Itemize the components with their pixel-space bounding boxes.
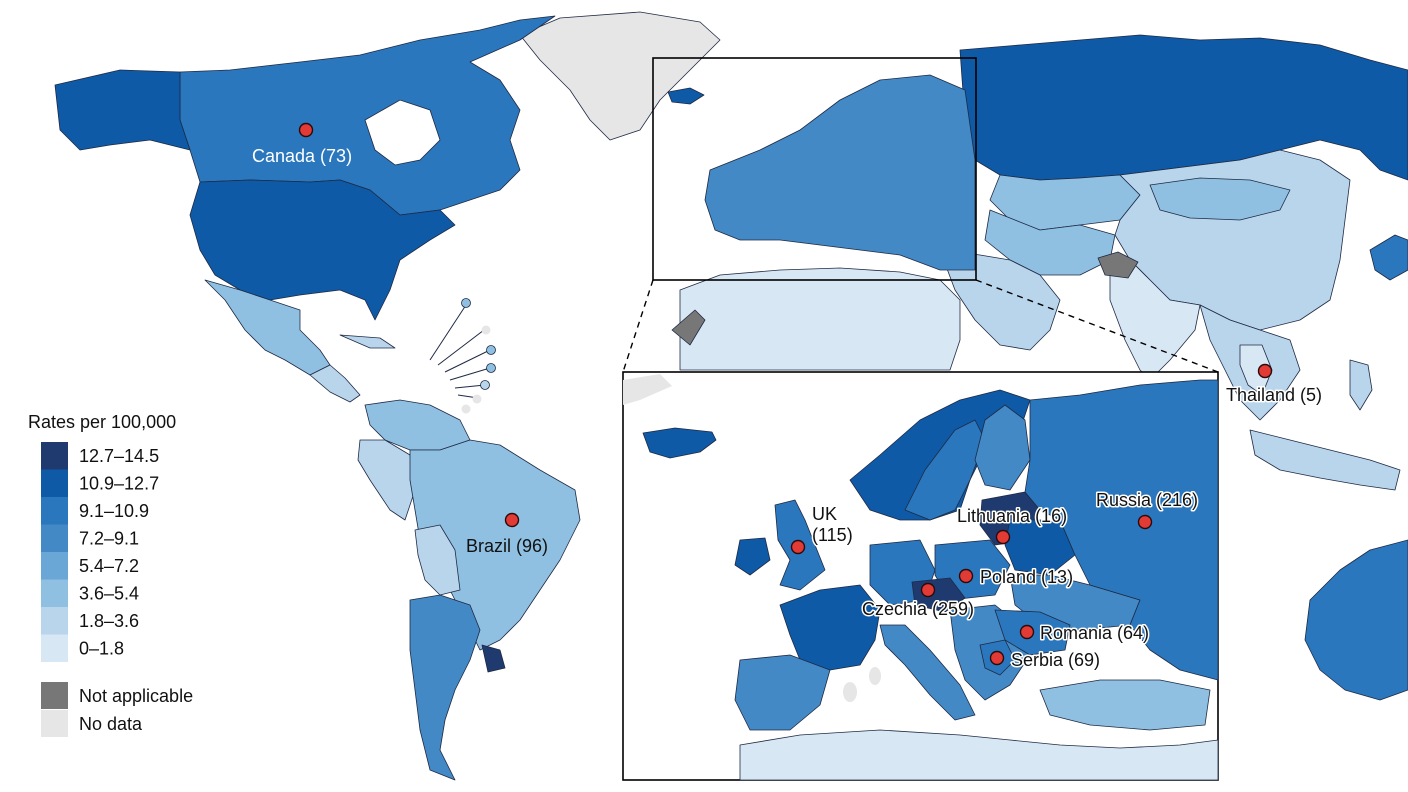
label-uk-line1: UK [812,504,837,524]
europe-background [704,74,976,271]
inset-turkey [1039,679,1211,731]
legend-label: 0–1.8 [79,639,124,659]
marker-brazil [504,512,520,528]
country-greenland [519,11,721,141]
marker-romania [1019,624,1035,640]
marker-serbia [989,650,1005,666]
legend-label: No data [79,714,143,734]
legend-swatch [41,634,68,662]
legend-label: 1.8–3.6 [79,611,139,631]
marker-canada [298,122,314,138]
world-map [54,11,1408,781]
legend-label: 7.2–9.1 [79,529,139,549]
country-usa-alaska [54,69,191,151]
legend-swatch [41,442,68,470]
country-middle-east [939,249,1061,351]
country-australia [1304,539,1408,701]
label-thailand: Thailand (5) [1226,385,1322,405]
country-usa [189,179,456,321]
country-kashmir-na [1097,251,1139,279]
country-russia [959,34,1408,181]
country-western-sahara [671,309,706,346]
europe-inset [622,371,1219,781]
inset-markers: UK (115) Lithuania (16) Russia (216) Pol… [790,489,1200,672]
label-serbia: Serbia (69) [1011,650,1100,670]
legend-swatch [41,579,68,607]
legend-swatch [41,682,68,709]
label-uk-line2: (115) [812,525,853,545]
legend-label: Not applicable [79,686,193,706]
legend-label: 5.4–7.2 [79,556,139,576]
country-indonesia [1249,429,1401,491]
inset-iceland [642,427,717,459]
legend: Rates per 100,000 12.7–14.5 10.9–12.7 9.1–… [28,412,193,737]
inset-iberia [734,654,831,731]
country-japan [1369,234,1408,281]
label-lithuania: Lithuania (16) [957,506,1067,526]
country-argentina-chile [409,594,481,781]
legend-swatch [41,524,68,552]
label-czechia: Czechia (259) [862,599,974,619]
country-philippines [1349,359,1373,411]
legend-extra: Not applicable No data [41,682,193,737]
caribbean-callouts [429,304,491,399]
country-cuba [339,334,396,349]
country-north-africa [679,267,961,371]
caribbean-dots [461,298,496,414]
legend-label: 10.9–12.7 [79,474,159,494]
legend-label: 12.7–14.5 [79,446,159,466]
country-central-asia [984,209,1116,276]
legend-bins: 12.7–14.5 10.9–12.7 9.1–10.9 7.2–9.1 5.4–7.2… [41,442,159,662]
inset-france [779,584,881,671]
country-peru [357,439,416,521]
country-iceland-small [667,87,705,105]
world-markers: Canada (73) Brazil (96) Thailand (5) [252,122,1324,556]
legend-swatch [41,469,68,497]
inset-finland [974,404,1031,491]
country-thailand [1239,344,1273,396]
label-poland: Poland (13) [980,567,1073,587]
inset-island-sardinia [869,667,881,685]
inset-russia [1024,379,1219,681]
legend-title: Rates per 100,000 [28,412,176,432]
label-canada: Canada (73) [252,146,352,166]
legend-swatch [41,607,68,635]
marker-uk [790,539,806,555]
country-central-america [309,364,361,403]
inset-greenland [623,374,672,405]
marker-lithuania [995,529,1011,545]
hudson-bay [364,99,441,166]
label-brazil: Brazil (96) [466,536,548,556]
marker-poland [958,568,974,584]
country-bolivia [414,524,461,596]
country-mongolia [1149,177,1291,221]
country-india [1109,259,1201,381]
inset-island-corsica [843,682,857,702]
marker-thailand [1257,363,1273,379]
country-uruguay [481,644,506,673]
marker-czechia [920,582,936,598]
inset-ireland [734,537,771,576]
label-russia: Russia (216) [1096,490,1198,510]
legend-swatch [41,552,68,580]
marker-russia [1137,514,1153,530]
inset-north-africa [739,729,1219,781]
inset-italy [879,624,976,721]
label-romania: Romania (64) [1040,623,1149,643]
legend-label: 3.6–5.4 [79,584,139,604]
legend-label: 9.1–10.9 [79,501,149,521]
europe-locator-box [622,57,1219,373]
legend-swatch [41,710,68,737]
legend-swatch [41,497,68,525]
